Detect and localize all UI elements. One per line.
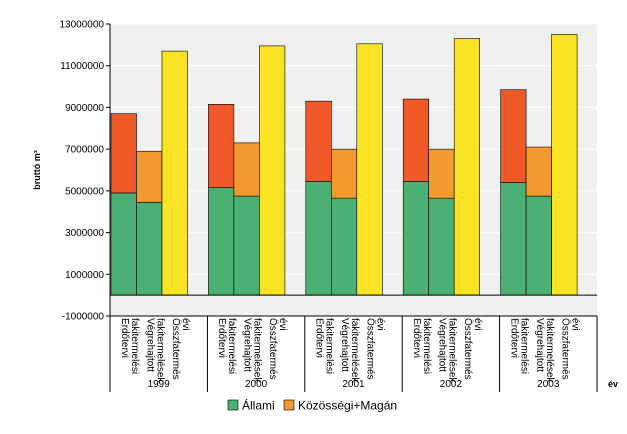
bar-total — [551, 34, 578, 296]
category-label: évi — [180, 318, 191, 331]
bar-total — [259, 45, 286, 296]
legend-label-kozossegi-magan: Közösségi+Magán — [298, 399, 397, 413]
bar-segment-allami — [233, 195, 260, 296]
bar-segment-allami — [208, 187, 235, 296]
year-label: 1999 — [148, 379, 171, 390]
category-label: Összfatermés — [559, 318, 571, 380]
bar-segment-allami — [136, 202, 163, 296]
y-tick-label: 13000000 — [60, 20, 105, 31]
bar-segment-kozossegi-magan — [208, 104, 235, 189]
bar-segment-kozossegi-magan — [525, 146, 552, 197]
legend-swatch-kozossegi-magan — [283, 399, 295, 411]
category-label: Erdőtervi — [119, 318, 130, 358]
category-label: fakitermelési — [421, 318, 432, 374]
year-label: 2001 — [342, 379, 365, 390]
bar-total — [161, 50, 188, 296]
y-tick-label: 9000000 — [65, 103, 104, 114]
category-label: fakitermelések — [447, 318, 458, 383]
category-label: fakitermelési — [518, 318, 529, 374]
year-label: 2000 — [245, 379, 268, 390]
category-label: Végrehajtott — [339, 318, 350, 372]
x-axis-title: év — [608, 379, 618, 389]
bar-segment-kozossegi-magan — [402, 98, 430, 182]
year-label: 2002 — [440, 379, 463, 390]
bar-segment-kozossegi-magan — [305, 100, 332, 182]
bar-segment-kozossegi-magan — [136, 150, 163, 203]
legend-swatch-allami — [227, 399, 239, 411]
category-label: évi — [277, 318, 288, 331]
category-label: fakitermelési — [324, 318, 335, 374]
bar-segment-allami — [402, 181, 430, 296]
category-label: Erdőtervi — [216, 318, 227, 358]
year-label: 2003 — [537, 379, 560, 390]
bar-segment-allami — [525, 195, 552, 296]
category-label: Végrehajtott — [144, 318, 155, 372]
bar-total — [453, 38, 481, 296]
y-axis-title: bruttó m³ — [32, 150, 42, 190]
bar-segment-allami — [500, 182, 527, 296]
y-tick-label: 5000000 — [65, 186, 104, 197]
category-label: fakitermelési — [226, 318, 237, 374]
category-label: fakitermelési — [129, 318, 140, 374]
y-tick-label: 7000000 — [65, 145, 104, 156]
bar-segment-kozossegi-magan — [500, 89, 527, 183]
bar-segment-allami — [305, 181, 332, 296]
bar-segment-kozossegi-magan — [233, 142, 260, 197]
category-label: Végrehajtott — [242, 318, 253, 372]
category-label: Erdőtervi — [508, 318, 519, 358]
category-label: Végrehajtott — [534, 318, 545, 372]
category-label: Összfatermés — [170, 318, 182, 380]
bar-segment-allami — [428, 197, 455, 296]
bar-segment-allami — [330, 197, 358, 296]
category-label: évi — [375, 318, 386, 331]
category-label: évi — [472, 318, 483, 331]
category-label: Erdőtervi — [314, 318, 325, 358]
y-tick-label: -1000000 — [62, 312, 105, 323]
category-label: fakitermelések — [252, 318, 263, 383]
category-label: Erdőtervi — [411, 318, 422, 358]
category-label: Összfatermés — [267, 318, 279, 380]
bar-segment-kozossegi-magan — [110, 113, 137, 194]
category-label: fakitermelések — [544, 318, 555, 383]
bar-segment-allami — [110, 192, 137, 296]
category-label: évi — [569, 318, 580, 331]
y-tick-label: 3000000 — [65, 228, 104, 239]
legend-label-allami: Állami — [242, 398, 275, 413]
y-tick-label: 1000000 — [65, 270, 104, 281]
bar-total — [356, 43, 383, 296]
category-label: fakitermelések — [349, 318, 360, 383]
category-label: fakitermelések — [154, 318, 165, 383]
bar-segment-kozossegi-magan — [330, 148, 358, 199]
bar-segment-kozossegi-magan — [428, 148, 455, 199]
category-label: Végrehajtott — [437, 318, 448, 372]
category-label: Összfatermés — [462, 318, 474, 380]
category-label: Összfatermés — [365, 318, 377, 380]
y-tick-label: 11000000 — [60, 61, 104, 72]
